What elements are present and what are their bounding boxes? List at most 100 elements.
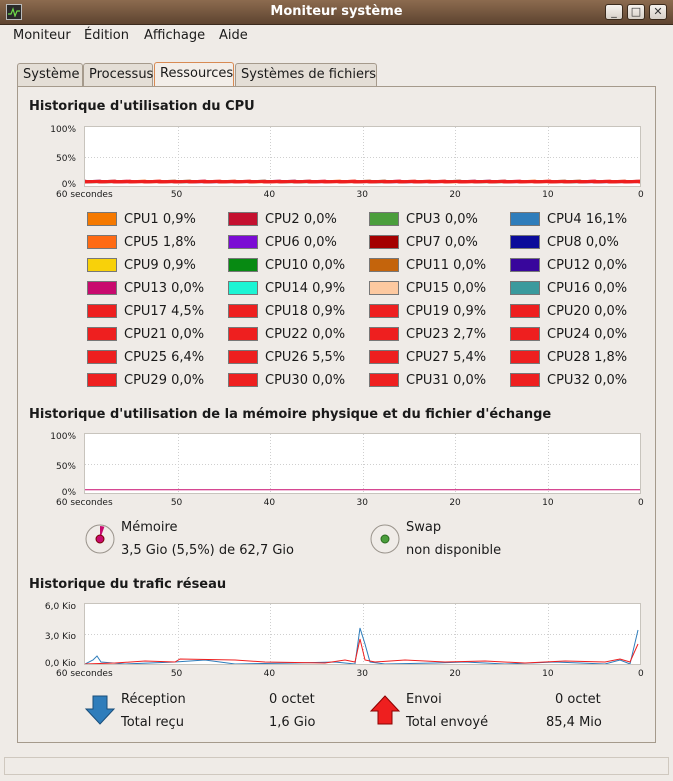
cpu-color-swatch[interactable] (369, 258, 399, 272)
cpu-name: CPU10 (265, 258, 308, 273)
cpu-legend-label: CPU16 0,0% (547, 281, 627, 296)
cpu-name: CPU2 (265, 212, 300, 227)
x-tick-label: 10 (542, 498, 554, 508)
cpu-color-swatch[interactable] (510, 212, 540, 226)
cpu-legend-label: CPU27 5,4% (406, 350, 486, 365)
cpu-color-swatch[interactable] (369, 281, 399, 295)
cpu-name: CPU20 (547, 304, 590, 319)
minimize-button[interactable]: _ (605, 4, 623, 20)
tab-processus[interactable]: Processus (83, 63, 153, 86)
cpu-legend-label: CPU21 0,0% (124, 327, 204, 342)
cpu-color-swatch[interactable] (369, 373, 399, 387)
x-tick-label: 50 (170, 669, 183, 679)
x-tick-label: 20 (449, 190, 461, 200)
cpu-percentage: 0,0% (594, 281, 628, 296)
cpu-percentage: 6,4% (171, 350, 205, 365)
tab-systeme[interactable]: Système (17, 63, 83, 86)
cpu-color-swatch[interactable] (87, 235, 117, 249)
x-tick-label: 0 (638, 669, 644, 679)
cpu-color-swatch[interactable] (228, 281, 258, 295)
cpu-name: CPU1 (124, 212, 159, 227)
cpu-percentage: 0,9% (162, 258, 196, 273)
memory-history-graph (84, 433, 641, 494)
cpu-color-swatch[interactable] (369, 212, 399, 226)
memory-section-title: Historique d'utilisation de la mémoire p… (29, 407, 552, 422)
cpu-color-swatch[interactable] (87, 212, 117, 226)
maximize-button[interactable]: □ (627, 4, 645, 20)
cpu-name: CPU25 (124, 350, 167, 365)
download-arrow-icon[interactable] (84, 694, 116, 726)
tab-ressources[interactable]: Ressources (154, 62, 234, 86)
cpu-legend-label: CPU29 0,0% (124, 373, 204, 388)
cpu-color-swatch[interactable] (510, 327, 540, 341)
total-received-label: Total reçu (121, 715, 184, 730)
cpu-name: CPU4 (547, 212, 582, 227)
close-button[interactable]: ✕ (649, 4, 667, 20)
cpu-legend-label: CPU18 0,9% (265, 304, 345, 319)
cpu-legend-label: CPU31 0,0% (406, 373, 486, 388)
cpu-color-swatch[interactable] (228, 327, 258, 341)
menu-affichage[interactable]: Affichage (144, 28, 206, 43)
cpu-percentage: 16,1% (585, 212, 628, 227)
network-y-tick-0: 0,0 Kio (44, 659, 76, 669)
cpu-color-swatch[interactable] (228, 373, 258, 387)
cpu-color-swatch[interactable] (87, 258, 117, 272)
network-y-tick-3: 3,0 Kio (44, 632, 76, 642)
cpu-color-swatch[interactable] (87, 327, 117, 341)
cpu-legend-label: CPU25 6,4% (124, 350, 204, 365)
memory-y-tick-100: 100% (50, 432, 76, 442)
cpu-legend-label: CPU11 0,0% (406, 258, 486, 273)
cpu-color-swatch[interactable] (510, 304, 540, 318)
cpu-name: CPU16 (547, 281, 590, 296)
cpu-color-swatch[interactable] (87, 350, 117, 364)
cpu-color-swatch[interactable] (228, 258, 258, 272)
cpu-color-swatch[interactable] (510, 235, 540, 249)
cpu-color-swatch[interactable] (369, 304, 399, 318)
cpu-color-swatch[interactable] (228, 304, 258, 318)
cpu-legend-label: CPU10 0,0% (265, 258, 345, 273)
cpu-percentage: 0,0% (312, 327, 346, 342)
system-monitor-app-icon[interactable] (6, 4, 22, 20)
cpu-legend-label: CPU3 0,0% (406, 212, 478, 227)
cpu-color-swatch[interactable] (228, 235, 258, 249)
memory-pie-icon[interactable] (84, 523, 116, 555)
cpu-legend-label: CPU15 0,0% (406, 281, 486, 296)
memory-y-tick-50: 50% (55, 462, 76, 472)
cpu-percentage: 0,0% (171, 327, 205, 342)
swap-pie-icon[interactable] (369, 523, 401, 555)
cpu-color-swatch[interactable] (369, 327, 399, 341)
menu-edition[interactable]: Édition (84, 28, 129, 43)
cpu-color-swatch[interactable] (228, 350, 258, 364)
cpu-color-swatch[interactable] (510, 281, 540, 295)
cpu-percentage: 1,8% (162, 235, 196, 250)
cpu-percentage: 0,0% (594, 258, 628, 273)
x-tick-label: 10 (542, 669, 554, 679)
cpu-name: CPU26 (265, 350, 308, 365)
tab-systemes-de-fichiers[interactable]: Systèmes de fichiers (235, 63, 377, 86)
x-tick-label: 0 (638, 190, 644, 200)
menu-moniteur[interactable]: Moniteur (13, 28, 71, 43)
cpu-name: CPU14 (265, 281, 308, 296)
cpu-color-swatch[interactable] (369, 235, 399, 249)
memory-y-tick-0: 0% (61, 488, 76, 498)
cpu-color-swatch[interactable] (510, 373, 540, 387)
x-tick-label: 40 (263, 498, 276, 508)
cpu-percentage: 0,0% (594, 304, 628, 319)
menu-aide[interactable]: Aide (219, 28, 248, 43)
cpu-legend-label: CPU8 0,0% (547, 235, 619, 250)
cpu-color-swatch[interactable] (87, 304, 117, 318)
cpu-color-swatch[interactable] (228, 212, 258, 226)
cpu-name: CPU27 (406, 350, 449, 365)
cpu-color-swatch[interactable] (510, 350, 540, 364)
upload-arrow-icon[interactable] (369, 694, 401, 726)
x-tick-label: 50 (170, 498, 183, 508)
cpu-percentage: 0,0% (453, 281, 487, 296)
cpu-color-swatch[interactable] (510, 258, 540, 272)
cpu-color-swatch[interactable] (87, 373, 117, 387)
cpu-color-swatch[interactable] (369, 350, 399, 364)
cpu-color-swatch[interactable] (87, 281, 117, 295)
x-tick-label: 30 (356, 498, 368, 508)
cpu-legend-label: CPU1 0,9% (124, 212, 196, 227)
status-bar (4, 757, 669, 775)
cpu-percentage: 0,0% (303, 212, 337, 227)
